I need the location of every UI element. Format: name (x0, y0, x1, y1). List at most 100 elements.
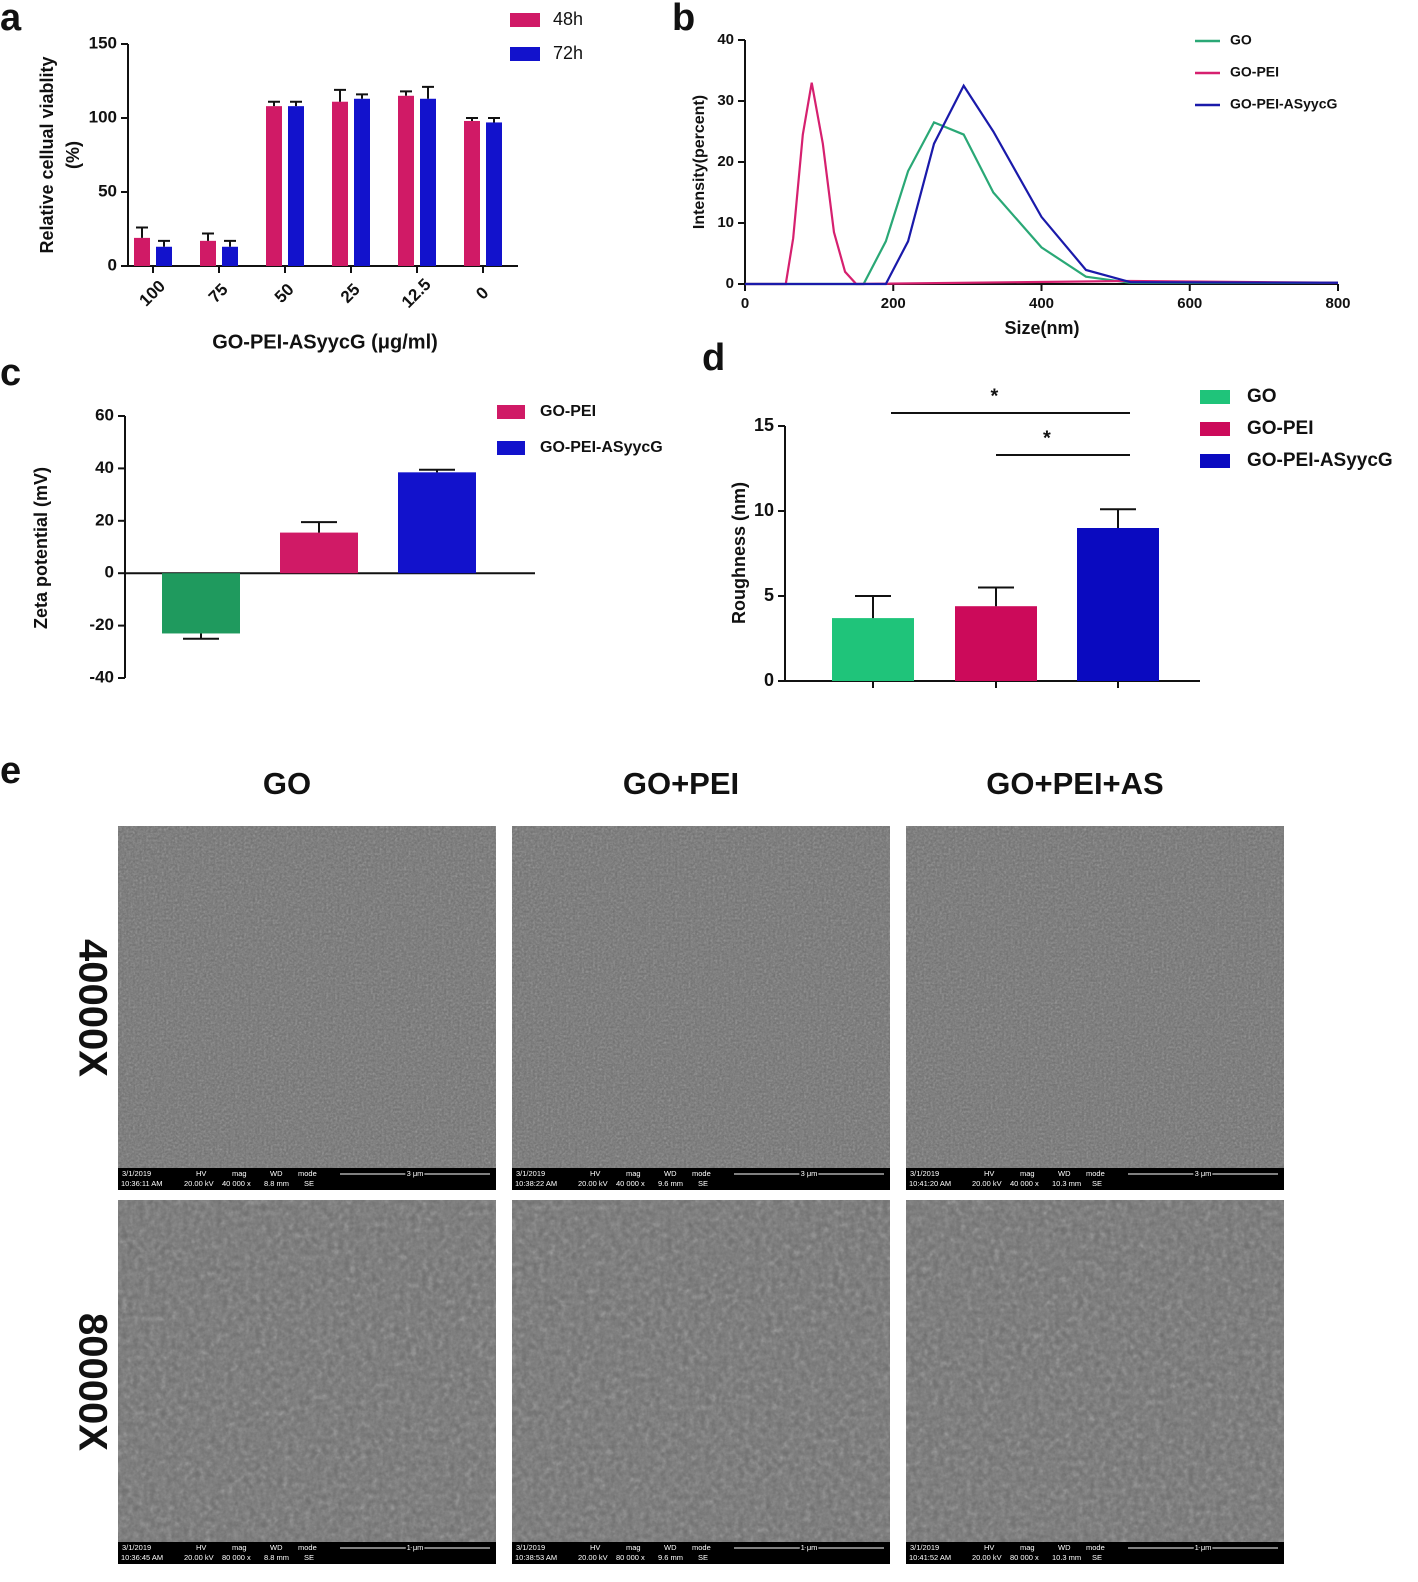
sem-footer-text: 9.6 mm (658, 1553, 683, 1562)
sem-texture (118, 1200, 496, 1542)
bar (200, 240, 216, 266)
legend-label: 72h (553, 43, 583, 63)
bar (398, 472, 476, 574)
y-tick-label: 15 (754, 415, 774, 435)
sem-footer-text: 20.00 kV (972, 1179, 1002, 1188)
sem-footer-text: mag (1020, 1169, 1035, 1178)
sem-footer-text: mode (298, 1169, 317, 1178)
scale-label: 3 μm (801, 1169, 818, 1178)
panel-label: d (702, 337, 725, 379)
sem-footer-text: 3/1/2019 (516, 1543, 545, 1552)
sem-footer-text: 20.00 kV (578, 1553, 608, 1562)
row-title: 80000X (70, 1313, 114, 1451)
sem-footer-text: 3/1/2019 (122, 1543, 151, 1552)
sem-footer-text: SE (304, 1553, 314, 1562)
bar (280, 532, 358, 574)
sem-footer-text: 80 000 x (222, 1553, 251, 1562)
bar (134, 237, 150, 266)
x-axis-title: GO-PEI-ASyycG (μg/ml) (212, 331, 438, 353)
panel-label: e (0, 750, 21, 792)
sem-footer-text: WD (270, 1169, 283, 1178)
y-tick-label: -20 (89, 615, 114, 634)
y-tick-label: 40 (95, 458, 114, 477)
y-axis-title: Relative cellual viablity (37, 56, 57, 253)
sem-footer-text: SE (1092, 1553, 1102, 1562)
bar (332, 101, 348, 266)
sem-footer-text: 10:41:20 AM (909, 1179, 951, 1188)
scale-label: 1 μm (801, 1543, 818, 1552)
sem-footer-text: 40 000 x (616, 1179, 645, 1188)
y-axis-title: (%) (63, 141, 83, 169)
error-bar (334, 88, 346, 102)
error-bar (1100, 508, 1136, 528)
error-bar (202, 232, 214, 241)
sem-footer-text: HV (590, 1543, 600, 1552)
x-tick-label: 800 (1325, 295, 1350, 312)
y-tick-label: 20 (95, 510, 114, 529)
column-title: GO+PEI (623, 766, 739, 801)
x-tick-label: 600 (1177, 295, 1202, 312)
x-tick-label: 100 (136, 277, 169, 310)
legend-swatch (510, 13, 540, 27)
error-bar (183, 633, 219, 640)
y-axis-title: Zeta potential (mV) (31, 467, 51, 629)
legend-label: GO-PEI (1230, 64, 1279, 80)
y-tick-label: 50 (98, 181, 117, 200)
bar (266, 106, 282, 266)
legend-swatch (510, 47, 540, 61)
x-tick-label: 50 (271, 280, 298, 307)
sem-footer-text: mode (692, 1169, 711, 1178)
sem-footer-text: 9.6 mm (658, 1179, 683, 1188)
sem-footer-text: SE (698, 1179, 708, 1188)
bar (955, 606, 1037, 681)
error-bar (136, 226, 148, 238)
row-title: 40000X (70, 939, 114, 1077)
sem-footer-text: WD (664, 1543, 677, 1552)
y-tick-label: 0 (105, 563, 114, 582)
y-tick-label: 40 (717, 31, 734, 48)
sem-footer-text: HV (196, 1543, 206, 1552)
sem-footer-text: 20.00 kV (184, 1553, 214, 1562)
bar (156, 246, 172, 266)
sem-footer-text: WD (664, 1169, 677, 1178)
sem-footer-text: HV (196, 1169, 206, 1178)
y-tick-label: 150 (89, 33, 117, 52)
y-tick-label: 10 (754, 500, 774, 520)
x-tick-label: 0 (472, 283, 492, 303)
sem-footer-text: 10:41:52 AM (909, 1553, 951, 1562)
column-title: GO+PEI+AS (986, 766, 1163, 801)
sem-footer-text: HV (984, 1169, 994, 1178)
sem-footer-text: 10:36:11 AM (121, 1179, 163, 1188)
sem-texture (906, 1200, 1284, 1542)
panel-label: c (0, 352, 21, 394)
bar (486, 122, 502, 266)
legend-swatch (497, 405, 525, 419)
scale-label: 3 μm (407, 1169, 424, 1178)
legend-swatch (497, 441, 525, 455)
x-axis-title: Size(nm) (1004, 318, 1079, 338)
scale-label: 1 μm (407, 1543, 424, 1552)
scale-label: 1 μm (1195, 1543, 1212, 1552)
y-tick-label: 0 (108, 255, 117, 274)
error-bar (422, 85, 434, 99)
x-tick-label: 25 (337, 280, 364, 307)
sem-footer-text: 10.3 mm (1052, 1179, 1081, 1188)
x-tick-label: 400 (1029, 295, 1054, 312)
panel-label: a (0, 0, 22, 39)
legend-label: GO-PEI-ASyycG (1230, 96, 1337, 112)
bar (398, 95, 414, 266)
line (745, 82, 1339, 286)
bar (222, 246, 238, 266)
sem-footer-text: SE (304, 1179, 314, 1188)
y-tick-label: 0 (726, 275, 734, 292)
error-bar (224, 239, 236, 247)
sem-footer-text: 3/1/2019 (910, 1169, 939, 1178)
bar (1077, 528, 1159, 681)
sem-footer-text: HV (984, 1543, 994, 1552)
sem-footer-text: 80 000 x (1010, 1553, 1039, 1562)
error-bar (466, 117, 478, 121)
error-bar (290, 100, 302, 107)
bar (288, 106, 304, 266)
bar (162, 573, 240, 634)
sem-texture (906, 826, 1284, 1168)
